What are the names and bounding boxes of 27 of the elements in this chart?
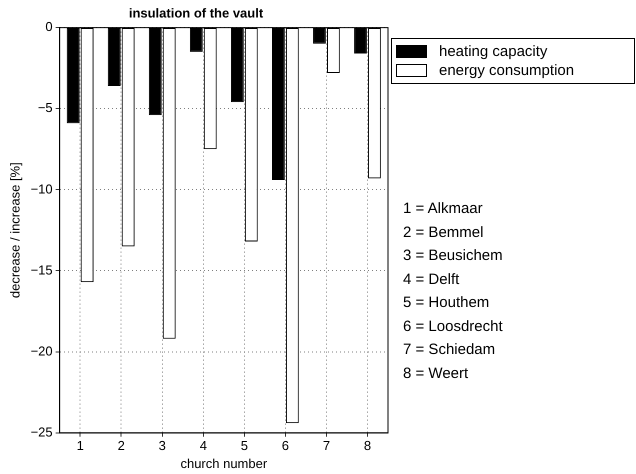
x-tick-label: 5 <box>240 438 248 454</box>
y-tick-label: −5 <box>38 100 53 116</box>
text: 4 = Delft <box>403 270 460 290</box>
x-tick-label: 6 <box>282 438 290 454</box>
x-axis-title: church number <box>180 456 268 471</box>
chart-title: insulation of the vault <box>128 5 264 20</box>
text: 5 = Houthem <box>403 293 490 313</box>
y-tick-label: 0 <box>45 19 53 34</box>
text: 7 = Schiedam <box>403 340 496 360</box>
x-tick-label: 8 <box>364 438 372 454</box>
y-tick-label: −25 <box>30 424 53 440</box>
text: 8 = Weert <box>403 364 470 384</box>
x-tick-label: 1 <box>76 438 84 454</box>
text: 2 = Bemmel <box>403 222 484 242</box>
y-tick-label: −15 <box>30 262 53 278</box>
legend-label: heating capacity <box>439 43 548 60</box>
y-tick-label: −20 <box>30 343 53 358</box>
text: 1 = Alkmaar <box>403 199 484 219</box>
x-tick-label: 2 <box>118 438 125 454</box>
y-axis-title: decrease / increase [%] <box>7 162 22 298</box>
x-tick-label: 7 <box>322 438 330 454</box>
y-tick-label: −10 <box>30 181 53 196</box>
x-tick-label: 4 <box>200 438 207 454</box>
legend-label: energy consumption <box>439 62 574 79</box>
text: 6 = Loosdrecht <box>403 316 503 336</box>
x-tick-label: 3 <box>158 438 166 454</box>
text: 3 = Beusichem <box>403 246 503 266</box>
